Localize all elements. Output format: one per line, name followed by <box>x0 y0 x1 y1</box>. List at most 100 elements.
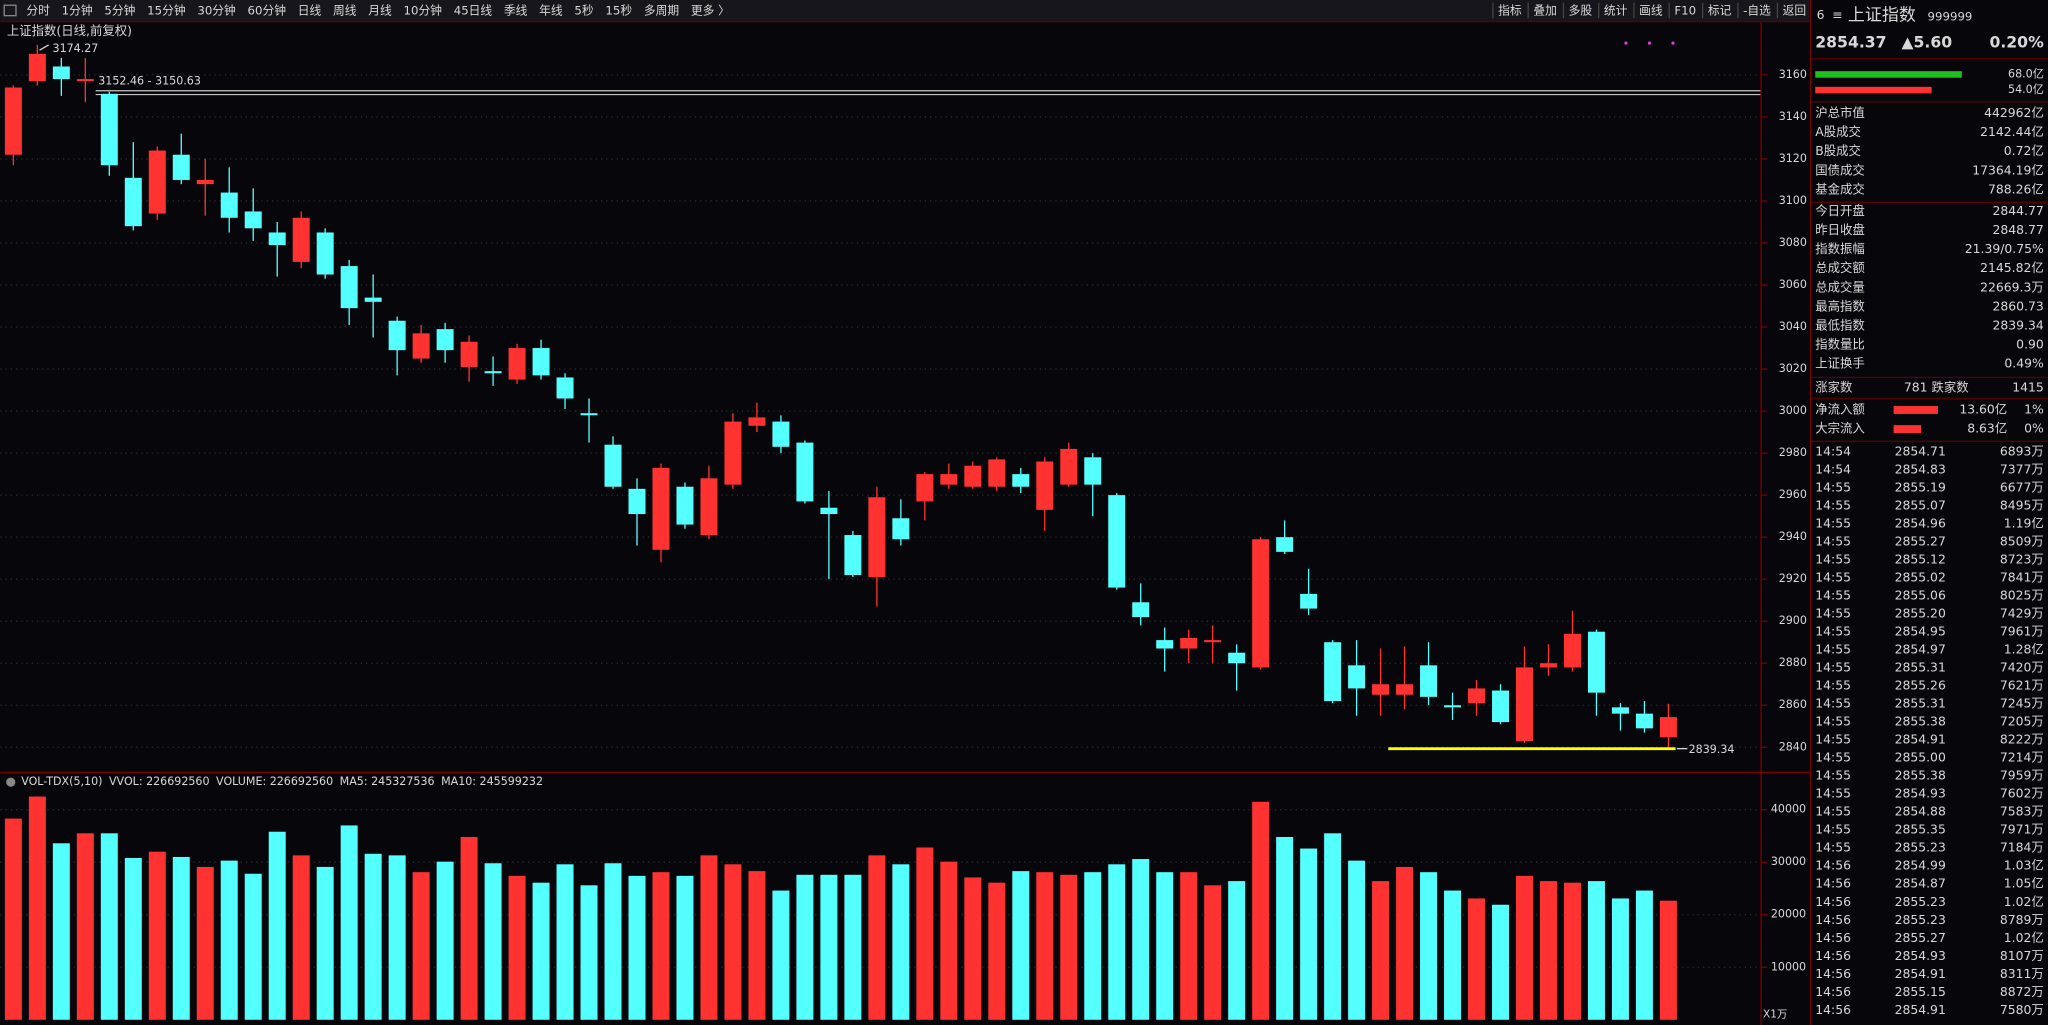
candle-body <box>28 53 46 82</box>
volume-bar <box>196 866 214 1020</box>
tool-button[interactable]: 指标 <box>1498 4 1522 18</box>
tool-button[interactable]: 画线 <box>1639 4 1663 18</box>
volume-bar <box>892 864 910 1020</box>
tick-price: 2854.88 <box>1895 804 1946 819</box>
volume-bar <box>724 864 742 1020</box>
period-tab[interactable]: 更多 〉 <box>691 4 730 18</box>
tick-volume: 8025万 <box>2000 587 2044 602</box>
tick-price: 2855.12 <box>1895 551 1946 566</box>
candle-body <box>868 497 886 578</box>
volume-bar <box>244 873 262 1020</box>
period-tab[interactable]: 分时 <box>26 4 50 18</box>
period-tab[interactable]: 10分钟 <box>404 4 442 18</box>
stat-label: 昨日收盘 <box>1815 222 1865 237</box>
volume-bar <box>1420 872 1438 1020</box>
volume-bar <box>1084 872 1102 1020</box>
stock-number: 6 <box>1817 7 1825 22</box>
volume-bar <box>604 863 622 1020</box>
period-tab[interactable]: 多周期 <box>644 4 679 18</box>
volume-bar <box>1539 881 1557 1020</box>
tick-volume: 7959万 <box>2000 768 2044 783</box>
tick-volume: 7961万 <box>2000 623 2044 638</box>
tool-button[interactable]: 标记 <box>1708 4 1732 18</box>
period-tab[interactable]: 60分钟 <box>248 4 286 18</box>
volume-bar <box>796 874 814 1020</box>
candle-body <box>52 66 70 80</box>
flow-label: 大宗流入 <box>1815 421 1865 436</box>
tool-button[interactable]: 叠加 <box>1533 4 1557 18</box>
flow-bar <box>1893 406 1939 414</box>
candle-body <box>1587 631 1605 693</box>
volume-bar <box>1516 875 1533 1020</box>
tool-button[interactable]: F10 <box>1674 4 1696 18</box>
kline-pane: 2840 2860 2880 2900 2920 2940 2960 2980 3000 3020… <box>0 42 1807 756</box>
tick-price: 2855.00 <box>1895 750 1946 765</box>
breadth-label: 跌家数 <box>1931 379 1969 394</box>
period-tab[interactable]: 1分钟 <box>62 4 93 18</box>
stat-label: 总成交额 <box>1815 260 1865 275</box>
tick-time: 14:55 <box>1815 696 1851 711</box>
flow-bar <box>1815 71 1962 78</box>
y-tick-label: 2960 <box>1779 488 1807 501</box>
volume-bar <box>1372 881 1390 1020</box>
tick-price: 2855.27 <box>1895 930 1946 945</box>
volume-bar <box>1036 872 1054 1020</box>
volume-bar <box>844 874 862 1020</box>
tick-price: 2854.91 <box>1895 732 1946 747</box>
tool-button[interactable]: 统计 <box>1604 4 1628 18</box>
tick-time: 14:55 <box>1815 750 1851 765</box>
volume-bar <box>4 818 22 1020</box>
tick-price: 2854.99 <box>1895 858 1946 873</box>
y-tick-label: 3140 <box>1779 110 1807 123</box>
period-tab[interactable]: 15分钟 <box>147 4 185 18</box>
toolbar-icon[interactable] <box>3 4 17 17</box>
high-mark-arrow <box>39 44 49 51</box>
candle-body <box>364 297 382 302</box>
stock-code: 999999 <box>1928 9 1973 23</box>
tick-volume: 1.03亿 <box>2004 858 2044 873</box>
tick-volume: 8789万 <box>2000 912 2044 927</box>
stat-value: 2848.77 <box>1993 222 2044 237</box>
tick-volume: 7583万 <box>2000 804 2044 819</box>
tick-time: 14:55 <box>1815 660 1851 675</box>
volume-bar <box>1611 898 1629 1020</box>
period-tab[interactable]: 30分钟 <box>197 4 235 18</box>
tool-button[interactable]: 多股 <box>1569 4 1593 18</box>
candle-body <box>1132 602 1150 617</box>
period-tab[interactable]: 年线 <box>539 4 563 18</box>
candle-body <box>460 341 478 367</box>
period-tab[interactable]: 5分钟 <box>104 4 135 18</box>
candle-body <box>1396 684 1414 695</box>
period-tab[interactable]: 季线 <box>504 4 528 18</box>
volume-bar <box>988 882 1006 1020</box>
legend-icon[interactable] <box>6 777 16 787</box>
candle-body <box>988 459 1006 487</box>
period-tab[interactable]: 周线 <box>333 4 357 18</box>
tick-time: 14:55 <box>1815 822 1851 837</box>
flow-bar-label: 68.0亿 <box>2008 67 2044 80</box>
tool-button[interactable]: 返回 <box>1783 4 1807 18</box>
period-tab[interactable]: 15秒 <box>605 4 632 18</box>
stat-label: 沪总市值 <box>1815 105 1865 120</box>
stat-label: 总成交量 <box>1815 279 1865 294</box>
stat-label: 今日开盘 <box>1815 203 1865 218</box>
tick-time: 14:56 <box>1815 930 1851 945</box>
range-line-label: 3152.46 - 3150.63 <box>98 75 201 88</box>
tick-price: 2855.31 <box>1895 696 1946 711</box>
tick-volume: 8222万 <box>2000 732 2044 747</box>
candle-body <box>1516 667 1533 741</box>
flow-label: 净流入额 <box>1815 402 1865 417</box>
y-tick-label: 40000 <box>1771 803 1806 816</box>
candle-body <box>1444 705 1462 708</box>
stat-label: 上证换手 <box>1815 356 1865 371</box>
dot <box>1671 41 1675 45</box>
period-tab[interactable]: 日线 <box>298 4 322 18</box>
period-tab[interactable]: 5秒 <box>574 4 593 18</box>
period-tab[interactable]: 45日线 <box>454 4 493 18</box>
candle-body <box>700 478 718 536</box>
candle-body <box>532 348 550 376</box>
volume-bar <box>460 836 478 1020</box>
volume-bar <box>220 860 238 1020</box>
period-tab[interactable]: 月线 <box>368 4 392 18</box>
tool-button[interactable]: -自选 <box>1743 4 1771 18</box>
